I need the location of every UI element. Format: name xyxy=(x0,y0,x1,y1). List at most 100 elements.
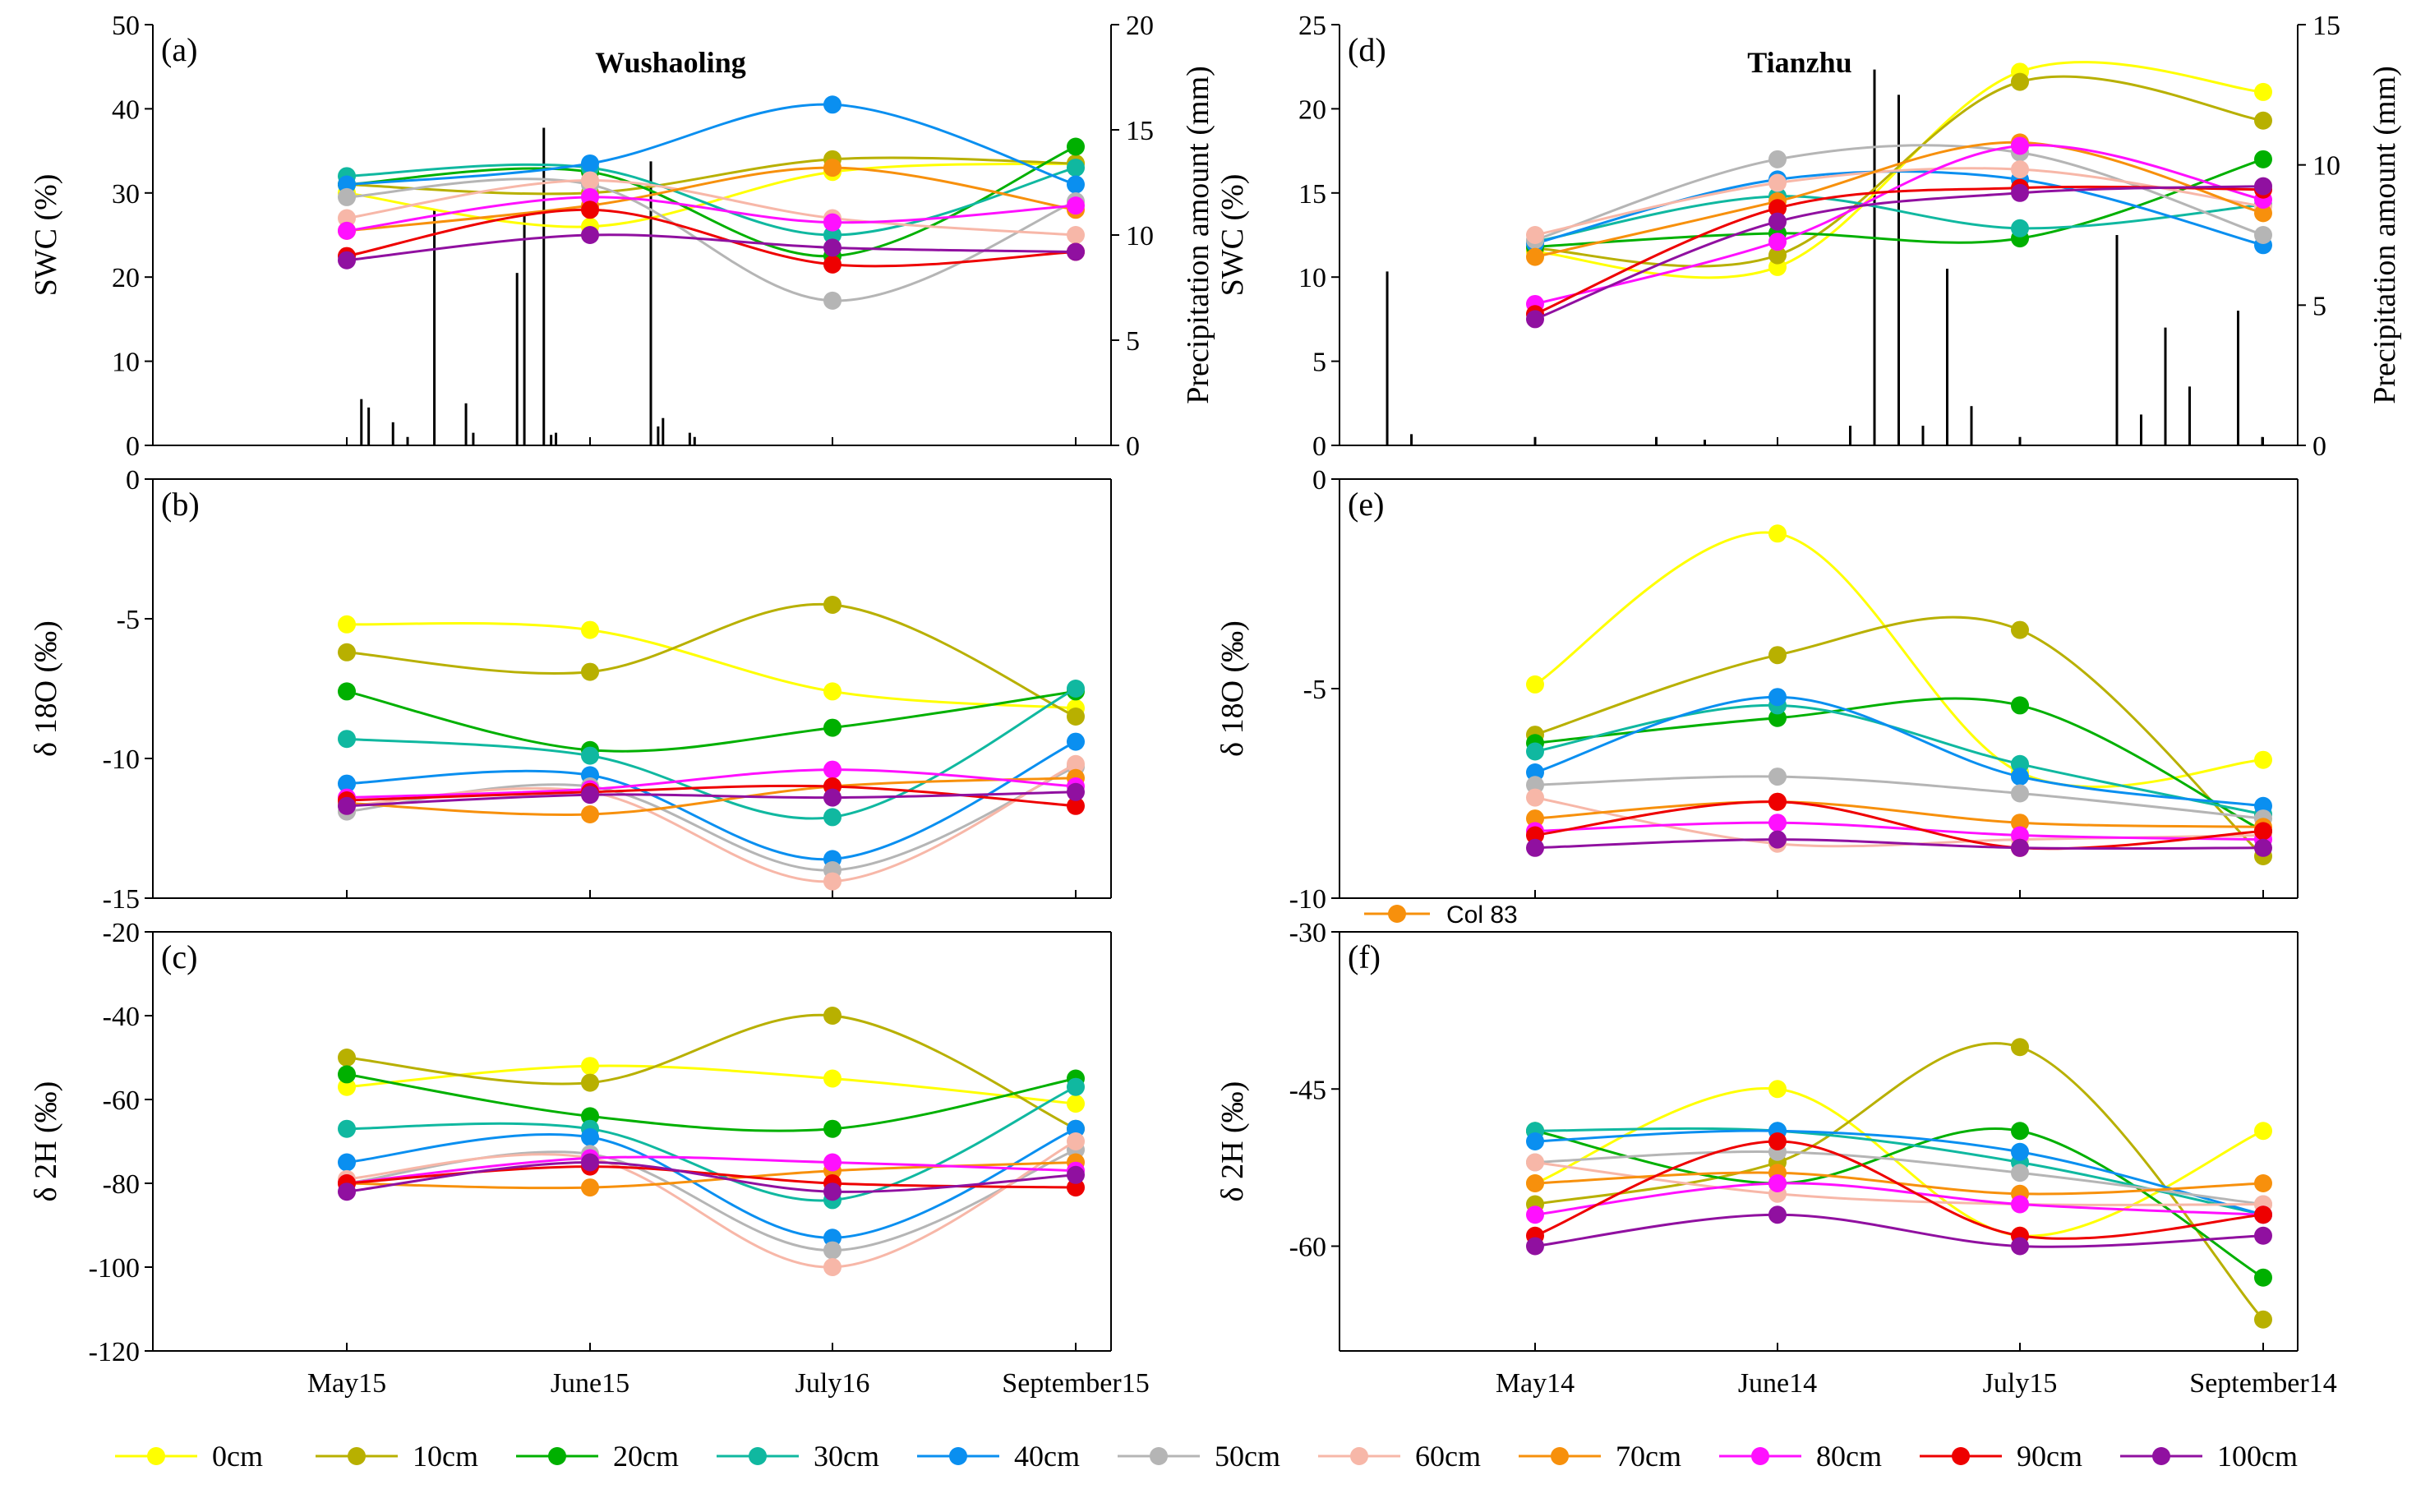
data-point-0cm xyxy=(338,1077,356,1096)
data-point-90cm xyxy=(1768,1132,1787,1150)
data-point-10cm xyxy=(1768,246,1787,265)
series-line-70cm xyxy=(1534,141,2264,259)
data-point-30cm xyxy=(338,1119,356,1138)
series-line-0cm xyxy=(1534,531,2264,788)
y-tick-label: 0 xyxy=(126,431,140,462)
panel-label: (c) xyxy=(161,938,197,975)
y-axis-title: δ 18O (‰) xyxy=(1215,620,1250,757)
data-point-0cm xyxy=(1768,524,1787,543)
panel-a: 0 10 20 30 40 50 SWC (%) (a) Wushaoling 0 5 10 15 20 P… xyxy=(29,11,1215,462)
data-point-60cm xyxy=(823,872,842,891)
data-point-80cm xyxy=(581,187,599,206)
series-line-10cm xyxy=(1534,615,2265,858)
data-point-100cm xyxy=(1526,838,1544,857)
data-point-50cm xyxy=(2011,1164,2029,1182)
data-point-100cm xyxy=(1526,1237,1544,1256)
data-point-70cm xyxy=(581,1178,599,1197)
series-line-0cm xyxy=(1534,1087,2264,1238)
data-point-70cm xyxy=(1526,1174,1544,1192)
series-line-30cm xyxy=(1534,195,2264,243)
legend-label: 30cm xyxy=(814,1440,879,1473)
x-tick-label: September14 xyxy=(2189,1368,2336,1399)
legend-item-90cm: 90cm xyxy=(1920,1440,2082,1473)
series-line-20cm xyxy=(1534,1127,2264,1279)
data-point-100cm xyxy=(2254,838,2272,857)
data-point-60cm xyxy=(1526,788,1544,807)
data-point-0cm xyxy=(1526,675,1544,694)
y2-tick-label: 5 xyxy=(1126,326,1140,357)
y-tick-label: 50 xyxy=(112,11,140,41)
y-tick-label: 10 xyxy=(1298,263,1326,293)
legend-marker xyxy=(1150,1447,1168,1465)
data-point-20cm xyxy=(581,1107,599,1126)
data-point-50cm xyxy=(823,291,842,310)
data-point-100cm xyxy=(1067,242,1085,261)
y-axis-title: δ 2H (‰) xyxy=(29,1081,63,1202)
y2-tick-label: 5 xyxy=(2312,291,2326,321)
legend-item-40cm: 40cm xyxy=(917,1440,1080,1473)
y-tick-label: -30 xyxy=(1289,918,1326,948)
data-point-50cm xyxy=(1768,768,1787,786)
series-line-10cm xyxy=(346,1013,1077,1131)
series-line-100cm xyxy=(346,1160,1077,1193)
series-line-70cm xyxy=(346,166,1077,233)
data-point-60cm xyxy=(1526,1153,1544,1172)
data-point-10cm xyxy=(2254,1310,2272,1329)
series-line-40cm xyxy=(346,103,1077,187)
y-axis-title: SWC (%) xyxy=(1215,174,1250,297)
series-line-100cm xyxy=(1534,838,2264,850)
x-tick-label: September15 xyxy=(1002,1368,1149,1399)
data-point-10cm xyxy=(1067,708,1085,726)
data-point-60cm xyxy=(2011,160,2029,179)
legend-item-70cm: 70cm xyxy=(1519,1440,1681,1473)
data-point-40cm xyxy=(2011,1142,2029,1161)
series-line-100cm xyxy=(1534,1213,2264,1248)
data-point-30cm xyxy=(823,226,842,244)
data-point-40cm xyxy=(338,1153,356,1172)
data-point-20cm xyxy=(338,1065,356,1084)
data-point-40cm xyxy=(581,1127,599,1146)
series-line-80cm xyxy=(1534,821,2264,841)
legend-label: 100cm xyxy=(2217,1440,2298,1473)
x-tick-label: June14 xyxy=(1738,1368,1817,1399)
series-line-40cm xyxy=(346,1127,1077,1239)
x-tick-label: July15 xyxy=(1983,1368,2058,1399)
data-point-100cm xyxy=(2011,1237,2029,1256)
series-line-80cm xyxy=(346,1155,1077,1185)
panel-d: 0 5 10 15 20 25 SWC (%) (d) Tianzhu 0 5 10 15 Precipi… xyxy=(1215,11,2402,462)
data-point-0cm xyxy=(581,620,599,639)
data-point-60cm xyxy=(338,209,356,228)
data-point-100cm xyxy=(2254,1226,2272,1245)
data-point-10cm xyxy=(823,596,842,614)
data-point-100cm xyxy=(1768,830,1787,849)
y-tick-label: 10 xyxy=(112,348,140,378)
panel-label: (a) xyxy=(161,31,197,68)
data-point-0cm xyxy=(1067,1095,1085,1113)
data-point-60cm xyxy=(1526,226,1544,244)
legend-label: 10cm xyxy=(413,1440,478,1473)
data-point-30cm xyxy=(2011,754,2029,773)
y-tick-label: 0 xyxy=(1312,465,1326,496)
legend: 0cm 10cm 20cm 30cm 40cm 50cm 60cm 70cm 80cm 90cm 1… xyxy=(115,1440,2298,1473)
data-point-10cm xyxy=(581,1073,599,1092)
data-point-10cm xyxy=(2254,111,2272,130)
data-point-90cm xyxy=(1067,796,1085,815)
series-line-100cm xyxy=(346,791,1077,808)
data-point-80cm xyxy=(823,213,842,232)
y2-axis-title: Precipitation amount (mm) xyxy=(1181,66,1215,404)
x-tick-label: June15 xyxy=(551,1368,629,1399)
y-tick-label: -120 xyxy=(89,1337,140,1367)
series-line-0cm xyxy=(346,1064,1077,1105)
data-point-40cm xyxy=(2011,768,2029,786)
legend-label: 80cm xyxy=(1816,1440,1882,1473)
data-point-60cm xyxy=(1067,1132,1085,1150)
y2-tick-label: 20 xyxy=(1126,11,1154,41)
data-point-80cm xyxy=(2011,136,2029,155)
data-point-40cm xyxy=(338,774,356,793)
legend-marker xyxy=(348,1447,366,1465)
series-line-20cm xyxy=(1534,158,2264,248)
y-tick-label: 15 xyxy=(1298,179,1326,210)
data-point-40cm xyxy=(1526,1132,1544,1150)
y2-tick-label: 15 xyxy=(2312,11,2340,41)
site-title: Tianzhu xyxy=(1747,46,1851,79)
